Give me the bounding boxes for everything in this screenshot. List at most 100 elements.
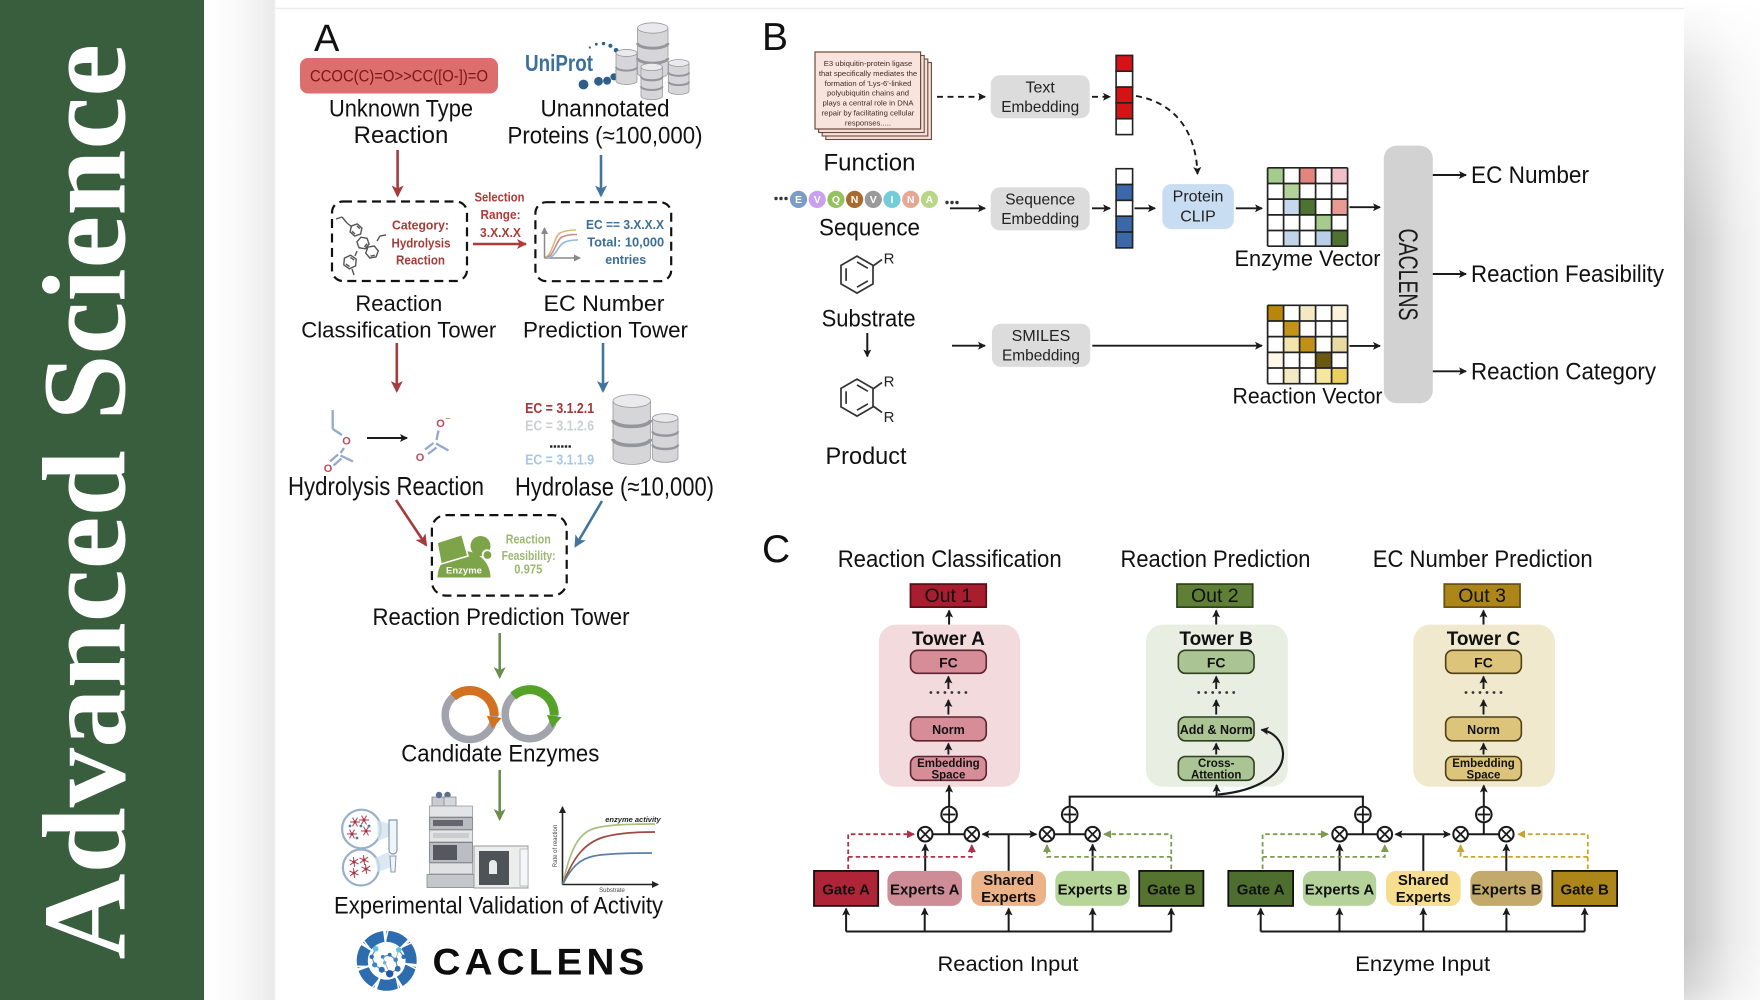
svg-text:Embedding: Embedding xyxy=(1452,758,1515,770)
svg-text:O: O xyxy=(416,452,425,464)
svg-text:R: R xyxy=(884,374,895,391)
svg-text:Reaction: Reaction xyxy=(506,532,551,547)
svg-text:Protein: Protein xyxy=(1173,189,1224,206)
svg-text:Q: Q xyxy=(832,194,840,206)
svg-text:Substrate: Substrate xyxy=(599,888,625,894)
svg-text:Hydrolysis Reaction: Hydrolysis Reaction xyxy=(288,471,484,501)
svg-text:repair by facilitating cellula: repair by facilitating cellular xyxy=(822,109,915,118)
svg-text:Substrate: Substrate xyxy=(822,306,916,333)
svg-text:responses.....: responses..... xyxy=(845,118,891,127)
svg-text:O: O xyxy=(324,463,333,475)
svg-text:Reaction Vector: Reaction Vector xyxy=(1233,384,1383,409)
svg-text:–: – xyxy=(445,413,450,423)
svg-text:N: N xyxy=(907,194,915,206)
svg-text:Gate B: Gate B xyxy=(1561,882,1610,899)
svg-text:Reaction: Reaction xyxy=(355,291,442,316)
svg-text:Product: Product xyxy=(826,443,907,470)
svg-text:UniProt: UniProt xyxy=(525,50,593,76)
svg-text:formation of 'Lys-6'-linked: formation of 'Lys-6'-linked xyxy=(825,79,912,88)
svg-text:Sequence: Sequence xyxy=(1005,192,1075,209)
svg-text:C: C xyxy=(762,528,790,571)
svg-text:Embedding: Embedding xyxy=(1002,348,1080,365)
svg-text:Rate of reaction: Rate of reaction xyxy=(553,825,559,867)
svg-text:Space: Space xyxy=(1467,770,1501,782)
svg-text:Selection: Selection xyxy=(475,190,525,205)
svg-text:SMILES: SMILES xyxy=(1012,328,1071,345)
svg-text:Shared: Shared xyxy=(1398,872,1449,889)
svg-text:Feasibility:: Feasibility: xyxy=(502,548,556,563)
svg-text:R: R xyxy=(884,251,895,268)
svg-text:Sequence: Sequence xyxy=(819,215,920,242)
svg-text:Text: Text xyxy=(1026,80,1056,97)
svg-text:Gate A: Gate A xyxy=(822,882,870,899)
svg-text:Total: 10,000: Total: 10,000 xyxy=(587,235,664,250)
svg-text:Reaction Prediction: Reaction Prediction xyxy=(1121,546,1311,573)
svg-text:Tower C: Tower C xyxy=(1447,629,1521,650)
svg-text:FC: FC xyxy=(939,655,958,671)
svg-text:I: I xyxy=(891,194,894,206)
svg-text:EC = 3.1.1.9: EC = 3.1.1.9 xyxy=(525,453,594,469)
svg-text:Add & Norm: Add & Norm xyxy=(1180,723,1253,737)
svg-text:E3 ubiquitin-protein ligase: E3 ubiquitin-protein ligase xyxy=(824,59,912,68)
svg-text:Proteins (≈100,000): Proteins (≈100,000) xyxy=(508,123,703,150)
svg-text:Reaction: Reaction xyxy=(354,122,449,149)
svg-text:polyubiquitin chains and: polyubiquitin chains and xyxy=(827,89,909,98)
svg-text:Experimental Validation of Act: Experimental Validation of Activity xyxy=(334,893,663,920)
svg-text:EC Number: EC Number xyxy=(1471,162,1589,189)
svg-text:Hydrolase (≈10,000): Hydrolase (≈10,000) xyxy=(515,472,714,502)
svg-text:O: O xyxy=(342,436,351,448)
svg-text:0.975: 0.975 xyxy=(514,562,542,577)
svg-text:entries: entries xyxy=(605,252,646,267)
svg-text:that specifically mediates the: that specifically mediates the xyxy=(819,69,917,78)
svg-text:Function: Function xyxy=(824,150,916,177)
svg-text:CACLENS: CACLENS xyxy=(433,942,649,983)
svg-text:V: V xyxy=(814,194,821,206)
svg-text:Range:: Range: xyxy=(481,207,521,222)
svg-text:N: N xyxy=(851,194,859,206)
svg-text:CLIP: CLIP xyxy=(1180,209,1216,226)
svg-text:R: R xyxy=(884,409,895,426)
svg-text:Embedding: Embedding xyxy=(917,758,980,770)
svg-text:Reaction Category: Reaction Category xyxy=(1471,358,1656,385)
svg-text:Experts: Experts xyxy=(1396,889,1451,906)
svg-text:Experts B: Experts B xyxy=(1471,882,1541,899)
svg-text:Gate B: Gate B xyxy=(1147,882,1196,899)
svg-text:Reaction Classification: Reaction Classification xyxy=(838,546,1062,573)
svg-text:Experts: Experts xyxy=(981,889,1036,906)
svg-text:Space: Space xyxy=(931,770,965,782)
svg-text:A: A xyxy=(314,18,340,60)
svg-text:Out 3: Out 3 xyxy=(1458,585,1506,607)
svg-text:EC = 3.1.2.6: EC = 3.1.2.6 xyxy=(525,419,594,435)
svg-text:Candidate Enzymes: Candidate Enzymes xyxy=(401,741,599,768)
svg-text:Gate A: Gate A xyxy=(1237,882,1285,899)
svg-text:Enzyme Input: Enzyme Input xyxy=(1355,953,1490,976)
svg-text:Enzyme: Enzyme xyxy=(446,566,482,577)
svg-text:Shared: Shared xyxy=(983,872,1034,889)
svg-text:Out 1: Out 1 xyxy=(925,585,973,607)
svg-text:CACLENS: CACLENS xyxy=(1393,229,1423,321)
svg-text:Tower B: Tower B xyxy=(1179,629,1253,650)
svg-text:EC == 3.X.X.X: EC == 3.X.X.X xyxy=(586,217,664,232)
svg-text:B: B xyxy=(762,16,788,59)
svg-text:FC: FC xyxy=(1207,655,1226,671)
svg-text:Unannotated: Unannotated xyxy=(541,96,670,123)
svg-text:Hydrolysis: Hydrolysis xyxy=(392,236,451,251)
svg-text:Prediction Tower: Prediction Tower xyxy=(523,317,688,342)
svg-text:Classification Tower: Classification Tower xyxy=(301,317,496,342)
svg-text:Cross-: Cross- xyxy=(1198,758,1235,770)
svg-text:Enzyme Vector: Enzyme Vector xyxy=(1235,246,1381,271)
svg-text:EC Number: EC Number xyxy=(544,291,665,316)
svg-text:Reaction Feasibility: Reaction Feasibility xyxy=(1471,261,1664,288)
svg-text:Reaction Input: Reaction Input xyxy=(938,953,1079,976)
svg-text:Experts B: Experts B xyxy=(1058,882,1128,899)
svg-text:FC: FC xyxy=(1474,655,1493,671)
svg-text:A: A xyxy=(926,194,934,206)
svg-text:Embedding: Embedding xyxy=(1001,211,1079,228)
svg-text:Experts A: Experts A xyxy=(890,882,960,899)
svg-text:CCOC(C)=O>>CC([O-])=O: CCOC(C)=O>>CC([O-])=O xyxy=(310,68,488,86)
svg-text:Reaction: Reaction xyxy=(396,253,445,268)
svg-text:Norm: Norm xyxy=(932,723,965,737)
svg-text:Experts A: Experts A xyxy=(1305,882,1375,899)
svg-text:V: V xyxy=(870,194,877,206)
svg-text:Advanced Science: Advanced Science xyxy=(19,44,151,960)
